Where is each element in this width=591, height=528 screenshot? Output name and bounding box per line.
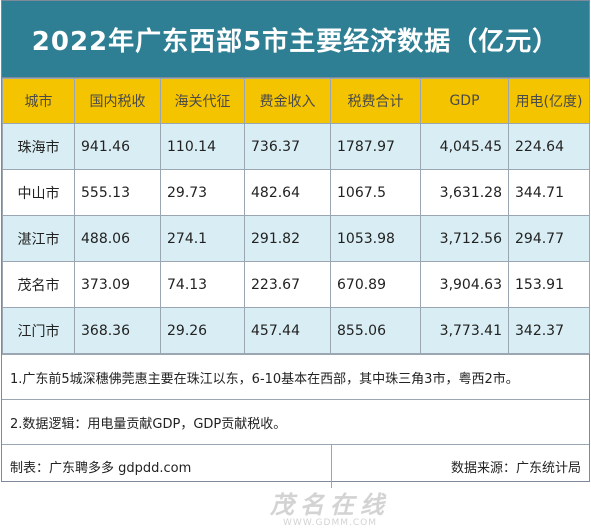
- table-header-row: 城市 国内税收 海关代征 费金收入 税费合计 GDP 用电(亿度): [2, 78, 590, 124]
- watermark-logo: 茂名在线 WWW.GDMM.COM: [200, 486, 460, 528]
- table-row: 中山市 555.13 29.73 482.64 1067.5 3,631.28 …: [2, 169, 590, 216]
- cell-fee-income: 482.64: [244, 169, 331, 216]
- data-sheet: 2022年广东西部5市主要经济数据（亿元） 城市 国内税收 海关代征 费金收入 …: [1, 0, 590, 488]
- cell-domestic-tax: 555.13: [74, 169, 161, 216]
- cell-gdp: 3,773.41: [420, 307, 509, 354]
- footer: 制表：广东聘多多 gdpdd.com 数据来源：广东统计局: [2, 445, 589, 488]
- note-1: 1.广东前5城深穗佛莞惠主要在珠江以东，6-10基本在西部，其中珠三角3市，粤西…: [2, 355, 589, 400]
- cell-domestic-tax: 941.46: [74, 123, 161, 170]
- header-total: 税费合计: [330, 78, 421, 124]
- cell-gdp: 4,045.45: [420, 123, 509, 170]
- cell-fee-income: 291.82: [244, 215, 331, 262]
- header-city: 城市: [2, 78, 75, 124]
- cell-customs: 74.13: [160, 261, 245, 308]
- cell-city: 江门市: [2, 307, 75, 354]
- table-row: 茂名市 373.09 74.13 223.67 670.89 3,904.63 …: [2, 261, 590, 308]
- footer-source: 数据来源：广东统计局: [450, 461, 581, 476]
- cell-customs: 29.26: [160, 307, 245, 354]
- cell-city: 珠海市: [2, 123, 75, 170]
- cell-fee-income: 457.44: [244, 307, 331, 354]
- cell-city: 茂名市: [2, 261, 75, 308]
- cell-city: 中山市: [2, 169, 75, 216]
- watermark-url: WWW.GDMM.COM: [283, 517, 377, 528]
- cell-gdp: 3,904.63: [420, 261, 509, 308]
- footer-maker: 制表：广东聘多多 gdpdd.com: [2, 445, 332, 488]
- cell-total: 855.06: [330, 307, 421, 354]
- cell-total: 1053.98: [330, 215, 421, 262]
- cell-electricity: 153.91: [508, 261, 590, 308]
- table-row: 湛江市 488.06 274.1 291.82 1053.98 3,712.56…: [2, 215, 590, 262]
- cell-electricity: 342.37: [508, 307, 590, 354]
- cell-gdp: 3,631.28: [420, 169, 509, 216]
- table-row: 江门市 368.36 29.26 457.44 855.06 3,773.41 …: [2, 307, 590, 354]
- cell-total: 1067.5: [330, 169, 421, 216]
- sheet-title: 2022年广东西部5市主要经济数据（亿元）: [2, 1, 589, 78]
- cell-domestic-tax: 488.06: [74, 215, 161, 262]
- cell-customs: 110.14: [160, 123, 245, 170]
- cell-fee-income: 736.37: [244, 123, 331, 170]
- cell-domestic-tax: 373.09: [74, 261, 161, 308]
- cell-fee-income: 223.67: [244, 261, 331, 308]
- cell-customs: 274.1: [160, 215, 245, 262]
- cell-electricity: 224.64: [508, 123, 590, 170]
- table-row: 珠海市 941.46 110.14 736.37 1787.97 4,045.4…: [2, 123, 590, 170]
- notes-section: 1.广东前5城深穗佛莞惠主要在珠江以东，6-10基本在西部，其中珠三角3市，粤西…: [2, 354, 589, 445]
- header-gdp: GDP: [420, 78, 509, 124]
- cell-gdp: 3,712.56: [420, 215, 509, 262]
- cell-customs: 29.73: [160, 169, 245, 216]
- cell-domestic-tax: 368.36: [74, 307, 161, 354]
- header-customs: 海关代征: [160, 78, 245, 124]
- cell-total: 670.89: [330, 261, 421, 308]
- cell-total: 1787.97: [330, 123, 421, 170]
- cell-electricity: 294.77: [508, 215, 590, 262]
- cell-city: 湛江市: [2, 215, 75, 262]
- economic-data-table: 城市 国内税收 海关代征 费金收入 税费合计 GDP 用电(亿度) 珠海市 94…: [2, 78, 590, 354]
- cell-electricity: 344.71: [508, 169, 590, 216]
- header-electricity: 用电(亿度): [508, 78, 590, 124]
- watermark-text: 茂名在线: [270, 490, 390, 519]
- note-2: 2.数据逻辑：用电量贡献GDP，GDP贡献税收。: [2, 400, 589, 445]
- header-fee-income: 费金收入: [244, 78, 331, 124]
- header-domestic-tax: 国内税收: [74, 78, 161, 124]
